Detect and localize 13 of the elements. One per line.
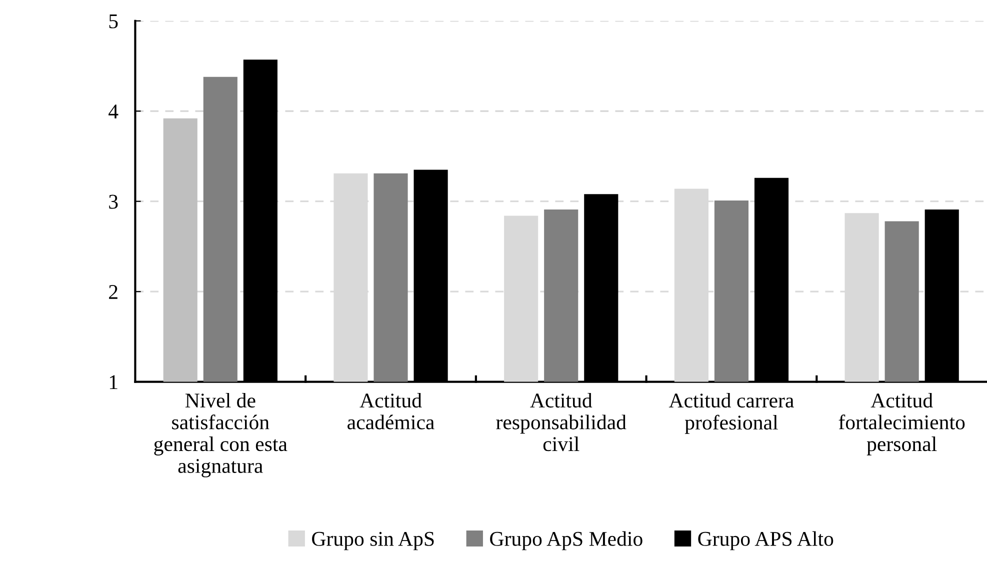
x-tick-label: Actitud responsabilidad civil [496, 392, 626, 452]
legend-label: Grupo ApS Medio [490, 531, 642, 550]
x-tick-label: Actitud fortalecimiento personal [838, 392, 965, 456]
legend-label: Grupo sin ApS [312, 532, 434, 550]
legend-label: Grupo APS Alto [698, 531, 834, 550]
y-tick-label: 5 [109, 14, 118, 28]
y-tick-label: 2 [109, 285, 118, 299]
x-tick-label: Actitud carrera profesional [668, 392, 794, 434]
y-tick-label: 3 [109, 194, 118, 209]
x-tick-label: Actitud académica [348, 392, 434, 430]
y-tick-label: 4 [108, 104, 118, 118]
y-tick-label: 1 [110, 375, 118, 390]
x-tick-label: Nivel de satisfacción general con esta asignatura [154, 392, 288, 478]
